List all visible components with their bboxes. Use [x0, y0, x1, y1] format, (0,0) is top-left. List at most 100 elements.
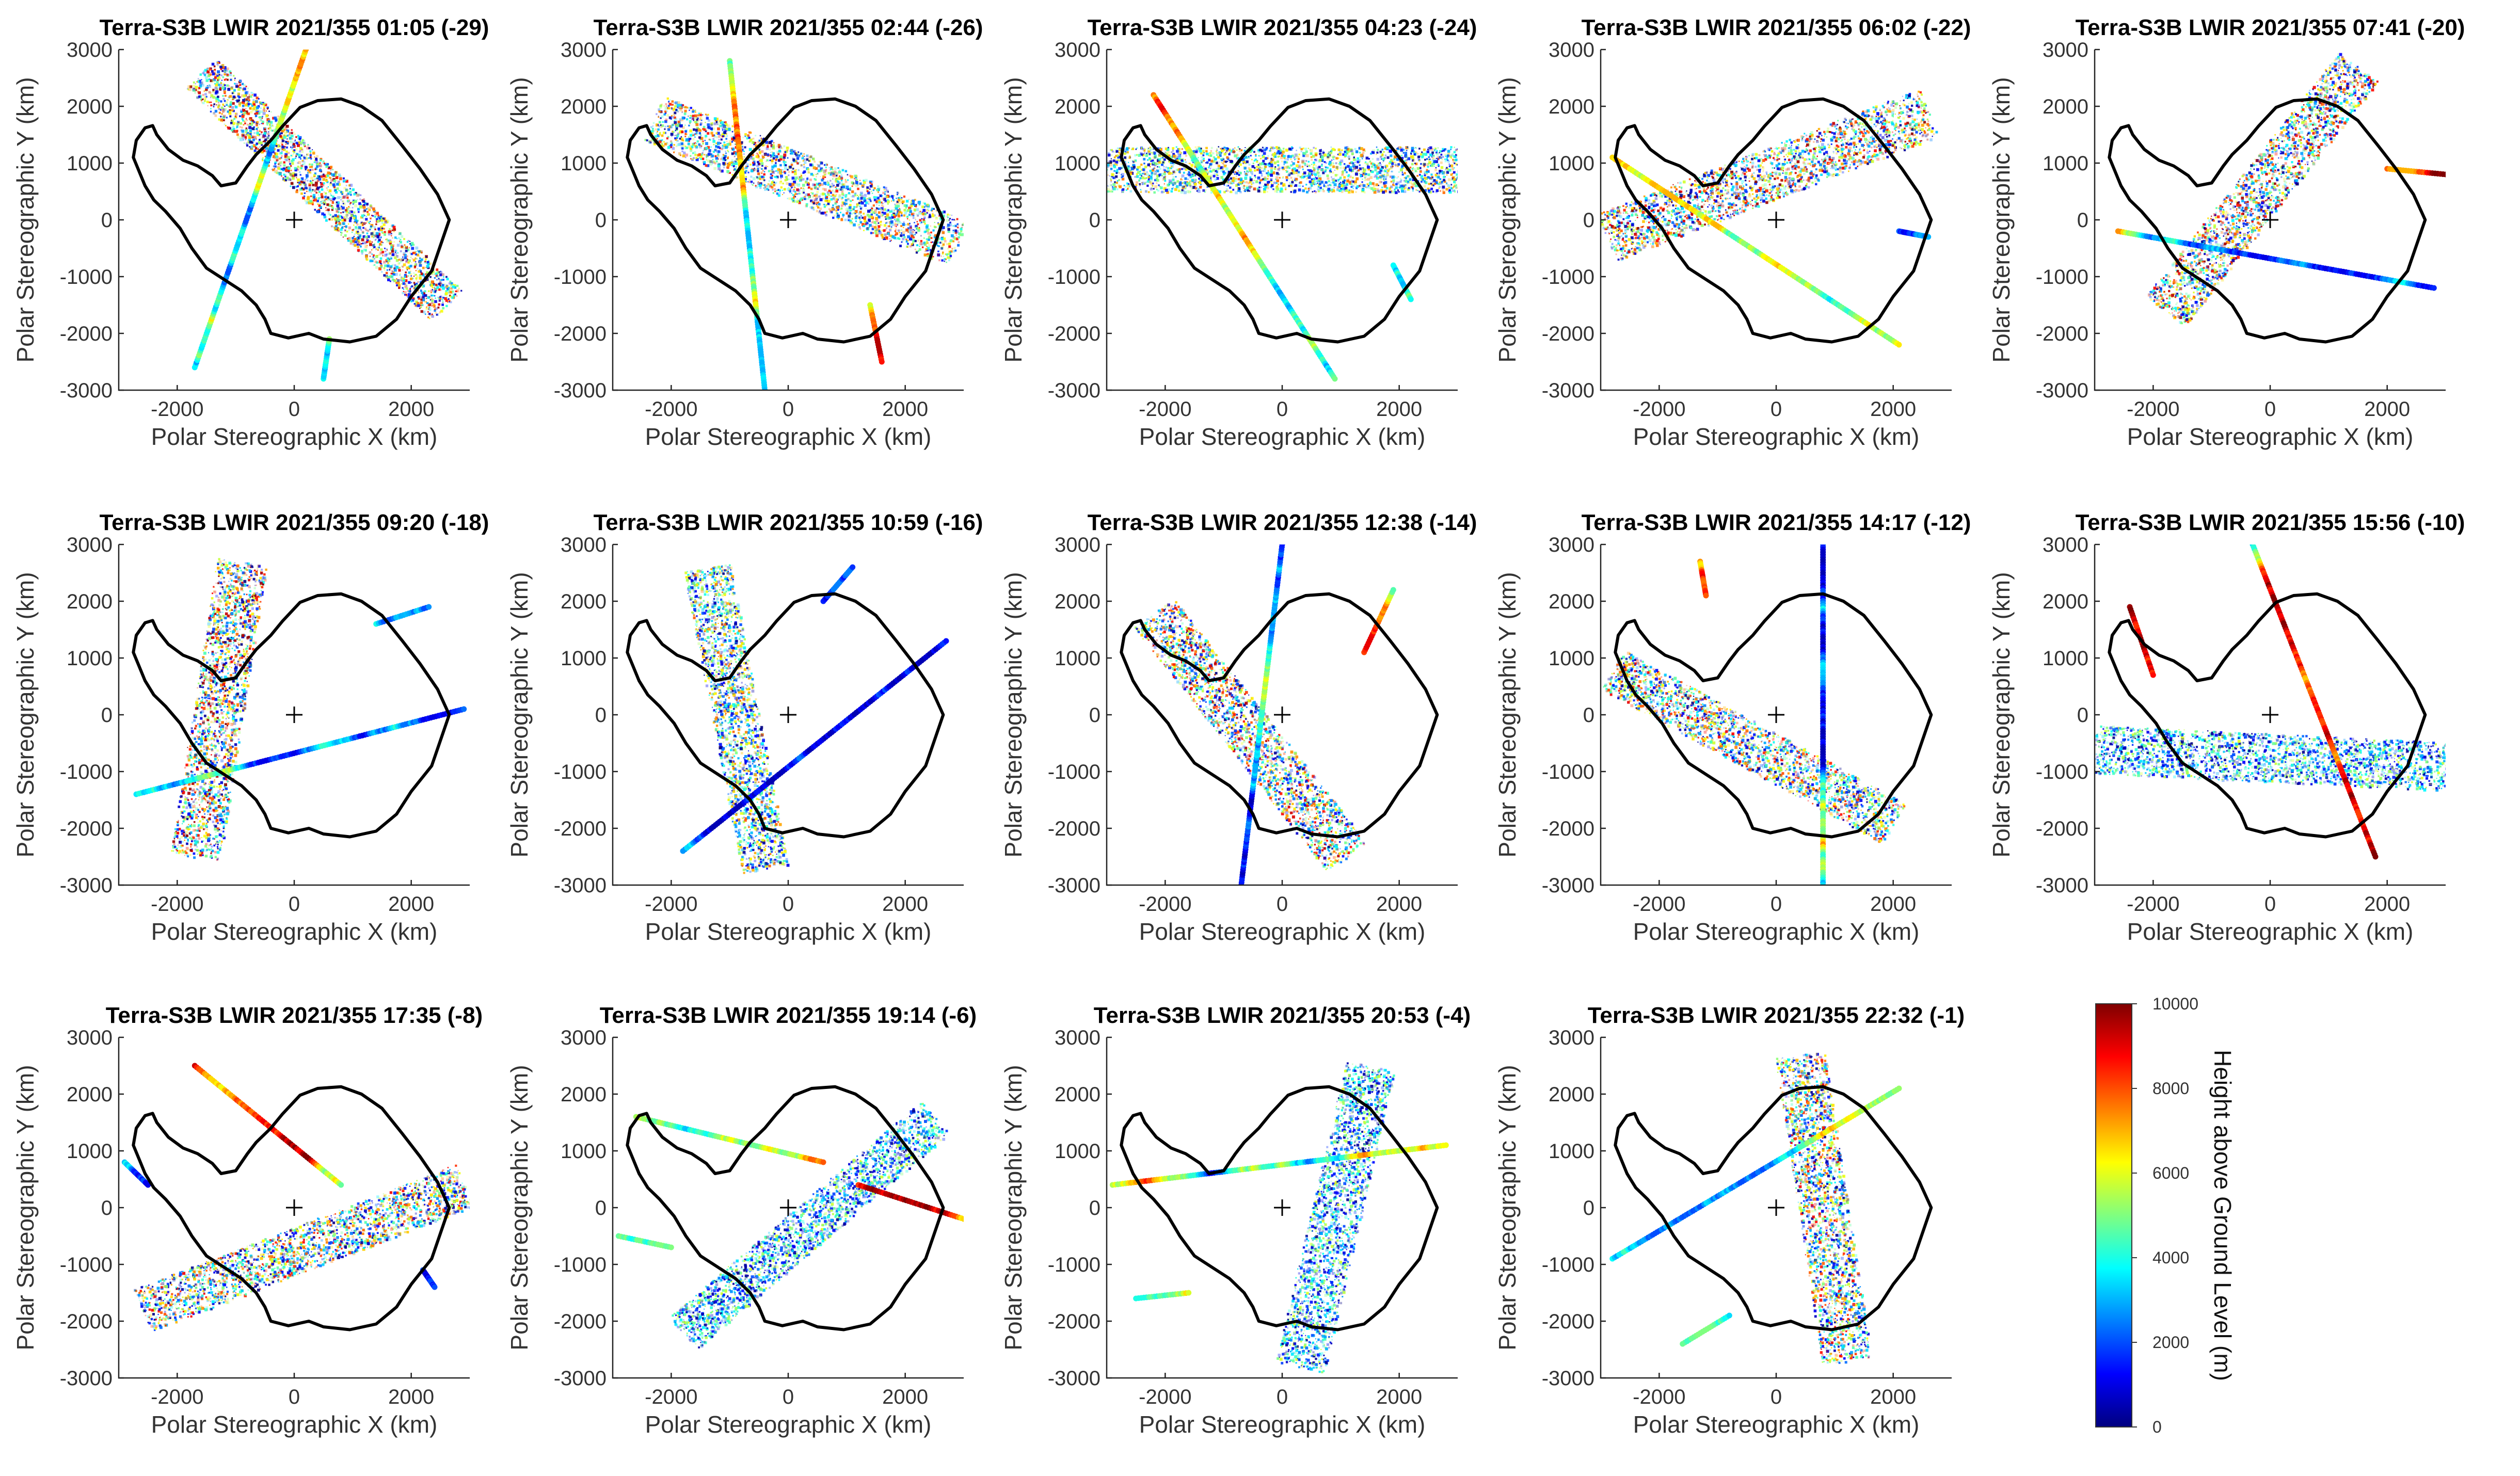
swath-point — [821, 169, 823, 171]
swath-point — [907, 243, 909, 245]
swath-point — [286, 131, 288, 133]
swath-point — [895, 204, 898, 207]
swath-point — [809, 163, 812, 167]
swath-point — [452, 283, 454, 285]
swath-point — [916, 213, 918, 215]
swath-point — [411, 285, 413, 287]
swath-point — [419, 260, 422, 263]
swath-point — [950, 234, 954, 237]
swath-point — [273, 129, 277, 132]
swath-point — [794, 172, 797, 175]
swath-point — [838, 175, 841, 177]
swath-point — [342, 196, 346, 199]
swath-point — [706, 117, 709, 120]
swath-point — [424, 300, 426, 303]
swath-point — [245, 91, 248, 94]
swath-point — [295, 139, 296, 141]
swath-point — [757, 141, 760, 143]
swath-point — [380, 236, 382, 238]
swath-point — [300, 177, 304, 181]
swath-point — [290, 182, 294, 185]
swath-point — [675, 103, 676, 105]
swath-point — [414, 304, 418, 307]
swath-point — [848, 215, 851, 218]
swath-point — [761, 143, 765, 147]
swath-point — [334, 218, 337, 221]
swath-point — [420, 290, 422, 292]
swath-point — [724, 159, 726, 162]
swath-point — [232, 130, 235, 133]
swath-point — [345, 214, 347, 217]
swath-point — [887, 209, 889, 212]
swath-point — [365, 229, 368, 231]
swath-point — [210, 101, 212, 103]
swath-point — [761, 175, 764, 179]
swath-point — [955, 237, 959, 240]
swath-point — [865, 201, 868, 204]
swath-point — [680, 154, 681, 156]
swath-point — [825, 166, 827, 169]
swath-point — [240, 103, 242, 105]
swath-point — [329, 177, 332, 179]
swath-point — [917, 250, 919, 252]
swath-point — [283, 136, 286, 139]
swath-point — [953, 247, 956, 249]
swath-point — [452, 290, 454, 293]
swath-point — [391, 229, 393, 231]
swath-point — [262, 158, 264, 161]
swath-point — [438, 303, 440, 306]
swath-point — [896, 214, 898, 216]
swath-point — [318, 204, 321, 207]
swath-point — [929, 249, 931, 251]
swath-point — [246, 123, 249, 126]
swath-point — [715, 132, 718, 135]
swath-point — [912, 212, 914, 214]
swath-point — [887, 203, 889, 205]
swath-point — [667, 105, 670, 107]
swath-point — [725, 127, 728, 131]
swath-point — [247, 100, 250, 103]
swath-point — [372, 258, 375, 261]
swath-point — [830, 210, 831, 212]
swath-point — [392, 270, 394, 273]
swath-point — [310, 177, 313, 180]
swath-point — [693, 151, 696, 154]
swath-point — [900, 225, 903, 227]
swath-point — [380, 248, 383, 251]
swath-point — [334, 182, 336, 183]
swath-point — [832, 197, 836, 200]
swath-point — [771, 169, 774, 172]
swath-point — [868, 188, 870, 190]
swath-point — [884, 191, 886, 193]
swath-point — [335, 197, 337, 199]
swath-point — [266, 121, 269, 124]
swath-point — [875, 217, 878, 220]
swath-point — [308, 157, 310, 159]
swath-point — [956, 223, 959, 226]
swath-point — [331, 173, 334, 177]
swath-point — [808, 196, 811, 199]
swath-point — [875, 232, 878, 235]
swath-point — [332, 183, 336, 186]
swath-point — [203, 96, 206, 99]
swath-point — [291, 132, 293, 134]
swath-point — [241, 114, 244, 116]
swath-point — [198, 78, 199, 79]
swath-point — [771, 151, 773, 153]
swath-point — [727, 164, 730, 167]
swath-point — [232, 109, 235, 113]
swath-point — [389, 280, 391, 282]
swath-point — [754, 141, 757, 144]
swath-point — [759, 182, 761, 184]
swath-point — [718, 139, 720, 141]
swath-point — [756, 153, 759, 155]
swath-point — [248, 93, 251, 96]
swath-point — [661, 143, 663, 146]
swath-point — [735, 158, 739, 162]
swath-point — [685, 138, 689, 141]
swath-point — [883, 198, 886, 201]
swath-point — [847, 193, 849, 195]
swath-point — [767, 146, 769, 148]
swath-point — [863, 183, 865, 186]
swath-point — [949, 214, 951, 216]
